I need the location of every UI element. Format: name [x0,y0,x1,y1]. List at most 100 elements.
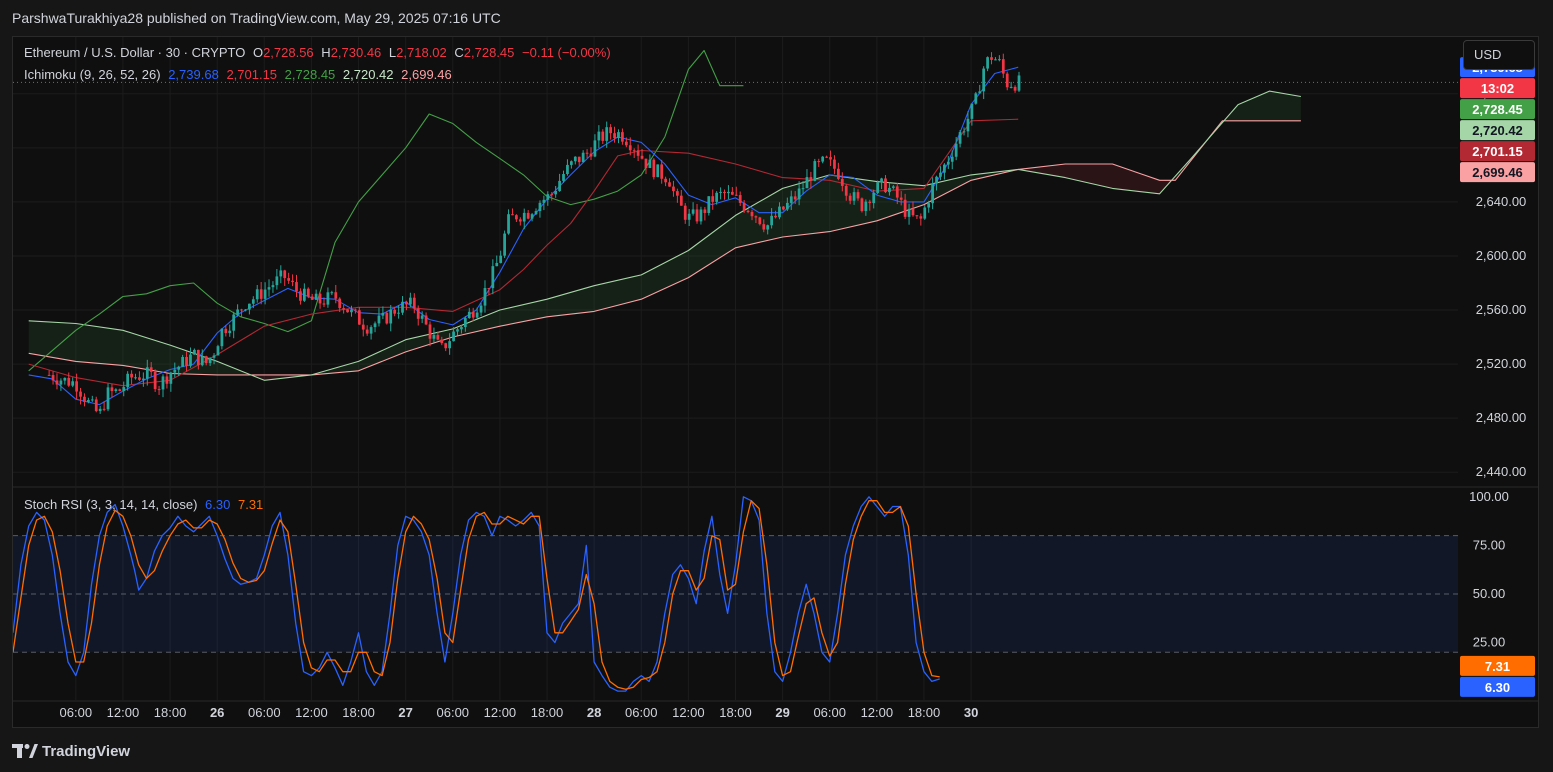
candle-body [342,308,345,310]
stoch-legend[interactable]: Stoch RSI (3, 3, 14, 14, close) 6.30 7.3… [24,497,267,512]
x-tick-label: 06:00 [625,705,658,720]
stoch-name[interactable]: Stoch RSI (3, 3, 14, 14, close) [24,497,198,512]
candle-body [141,378,145,380]
candle-body [844,185,848,196]
candle-body [83,396,86,402]
candle-body [71,381,75,386]
candle-body [495,262,499,267]
currency-button[interactable]: USD [1463,40,1535,70]
candle [943,163,946,180]
candle [409,292,412,308]
brand-name[interactable]: TradingView [42,742,131,760]
candle [55,373,59,390]
x-tick-label: 18:00 [342,705,375,720]
ichimoku-lagging-value: 2,728.45 [284,67,336,82]
candle [609,124,613,140]
candle [569,160,573,169]
candle-body [118,389,122,392]
candle-body [145,367,149,379]
candle-body [55,380,59,385]
candle [876,180,880,195]
ichimoku-name[interactable]: Ichimoku (9, 26, 52, 26) [24,67,161,82]
price-badge: 2,701.15 [1460,141,1535,162]
candle-body [884,178,887,193]
candle-body [880,178,883,183]
candle [860,197,864,213]
candle-body [224,328,228,334]
x-tick-label: 06:00 [248,705,281,720]
candle-body [220,328,224,347]
candle-body [982,68,986,92]
candle [338,297,342,313]
candle-body [173,369,177,373]
candle-body [805,177,809,189]
candle-body [114,389,118,392]
low-value: 2,718.02 [396,45,447,60]
y-tick-label: 2,480.00 [1476,410,1527,425]
candle [302,283,306,303]
candle [817,158,821,167]
candle [240,308,243,317]
candle [122,381,126,397]
candle-body [856,192,860,199]
close-label: C [454,45,464,60]
candle [750,209,754,221]
candle [891,185,895,190]
candle [522,208,526,230]
candle-body [813,161,817,181]
candle-body [208,357,212,364]
candle [907,203,911,225]
candle-body [381,312,385,316]
candle [668,178,671,187]
main-legend[interactable]: Ethereum / U.S. Dollar · 30 · CRYPTO O2,… [24,45,615,60]
chart-canvas[interactable]: 06:00 12:00 18:00 26 06:00 12:00 18:00 27 06:00 1… [12,37,1538,727]
candle [844,184,848,201]
candle-body [314,293,318,300]
candle [377,307,381,327]
candle [950,150,954,170]
candle [676,188,679,203]
candle-body [542,199,546,203]
y-tick-label: 2,520.00 [1476,356,1527,371]
price-badge-bg [1460,78,1535,99]
candle-body [503,233,506,256]
candle-body [212,355,216,358]
candle-body [487,288,491,290]
chart-frame[interactable]: 06:00 12:00 18:00 26 06:00 12:00 18:00 27 06:00 1… [12,36,1539,728]
candle [373,321,377,333]
candle-body [330,292,334,294]
candle [475,307,479,319]
candle [511,208,514,216]
candle [436,331,440,341]
candle-body [405,301,408,305]
x-tick-label: 18:00 [154,705,187,720]
candle-body [660,164,664,179]
symbol-name[interactable]: Ethereum / U.S. Dollar · 30 · CRYPTO [24,45,246,60]
candle [63,377,67,385]
candle-body [263,289,267,299]
candle-body [624,141,628,146]
candle [679,189,683,206]
candle-body [232,314,236,331]
candle-body [597,131,601,141]
candle-body [785,202,789,210]
x-tick-label: 26 [210,705,224,720]
candle-body [306,288,310,297]
candle [67,372,71,387]
candle [986,56,989,72]
candle-body [463,318,467,328]
candle-body [703,209,707,213]
candle [715,191,719,205]
candle-body [287,278,291,281]
ichimoku-lagging-span [28,49,744,372]
ichimoku-legend[interactable]: Ichimoku (9, 26, 52, 26) 2,739.68 2,701.… [24,67,456,82]
stoch-badge-text: 7.31 [1485,659,1510,674]
candle [330,290,334,296]
candle-body [79,391,82,397]
candle-body [1013,86,1017,91]
candle-body [483,288,487,306]
candle [864,199,868,216]
candle-body [165,376,169,384]
tradingview-logo-icon[interactable] [12,744,38,758]
price-badge-bg [1460,141,1535,162]
